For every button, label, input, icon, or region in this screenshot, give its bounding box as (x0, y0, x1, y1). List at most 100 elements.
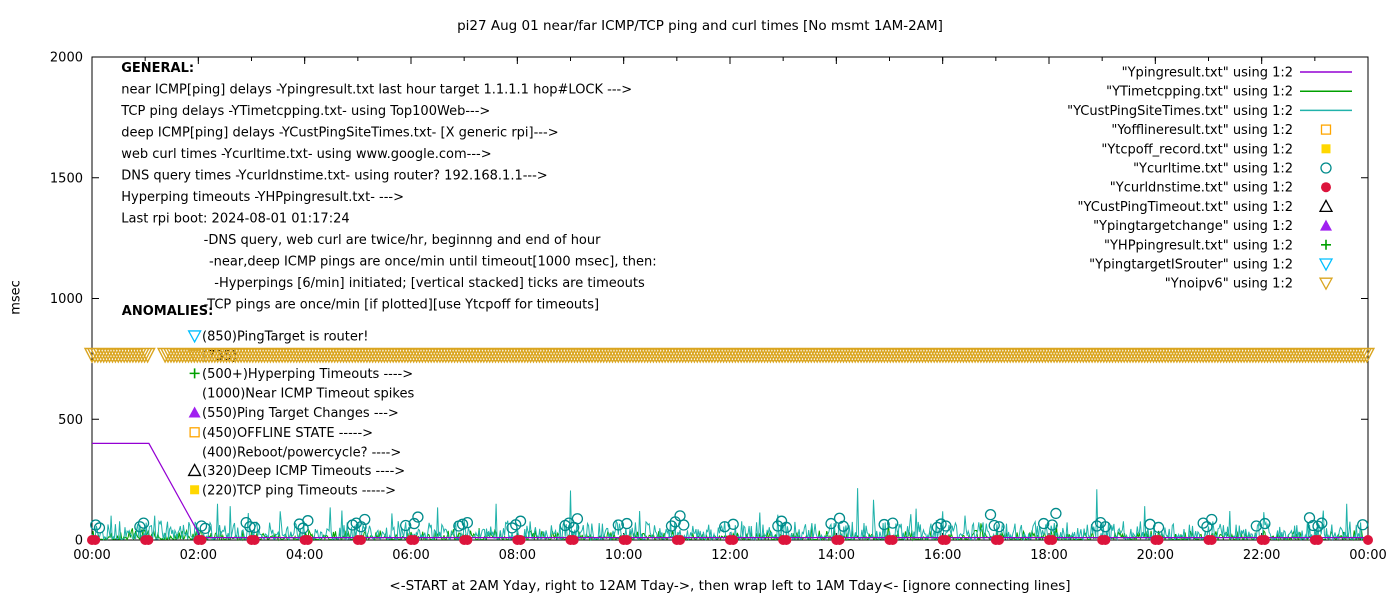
series-curl-circles-el (355, 521, 367, 533)
series-dns-dots-el (1259, 535, 1270, 545)
series-dns-dots-el (1313, 535, 1324, 545)
series-curl-circles-el (240, 516, 252, 529)
general-annotations-el: -Hyperpings [6/min] initiated; [vertical… (214, 276, 645, 291)
series-curl-circles-el (456, 518, 469, 530)
series-curl-circles-el (408, 517, 420, 530)
legend-el: "YTimetcpping.txt" using 1:2 (1106, 85, 1293, 100)
series-curl-circles-el (1250, 520, 1262, 532)
legend-el: "YCustPingSiteTimes.txt" using 1:2 (1067, 104, 1293, 119)
anomaly-annotations: ANOMALIES:(850)PingTarget is router!(735… (122, 304, 415, 498)
general-annotations-el: Last rpi boot: 2024-08-01 01:17:24 (121, 211, 349, 226)
general-annotations-el: TCP ping delays -YTimetcpping.txt- using… (120, 104, 490, 119)
series-dns-dots-el (1153, 535, 1164, 545)
series-curl-circles-el (887, 517, 899, 529)
axes-el: 00:00 (73, 548, 110, 563)
series-curl-circles-el (727, 518, 739, 530)
axes-el: 16:00 (924, 548, 961, 563)
general-annotations-el: near ICMP[ping] delays -Ypingresult.txt … (121, 82, 632, 97)
series-curl-circles-el (1099, 521, 1112, 533)
series-curl-circles-el (612, 519, 624, 531)
anomaly-annotations-el (189, 427, 200, 438)
series-curl-circles-el (940, 520, 952, 532)
series-curl-circles-el (984, 508, 997, 521)
anomaly-annotations-el: (1000)Near ICMP Timeout spikes (202, 387, 414, 402)
axes-el: 08:00 (499, 548, 536, 563)
series-dns-dots-el (1047, 535, 1058, 545)
anomaly-annotations-el (188, 406, 201, 418)
series-dns-dots-el (90, 535, 101, 545)
series-dns-dots-el (1206, 535, 1217, 545)
series-curl-circles-el (199, 522, 211, 535)
series-dns-dots-el (196, 535, 207, 545)
series-curl-circles-el (1038, 517, 1050, 530)
series-dns-dots (87, 535, 1373, 545)
series-curl-circles-el (506, 522, 518, 534)
series-curl-circles-el (935, 518, 947, 530)
series-curl-circles-el (1316, 517, 1328, 529)
series-dns-dots-el (462, 535, 473, 545)
axes-el: 02:00 (180, 548, 217, 563)
legend-el: "Ypingresult.txt" using 1:2 (1122, 66, 1293, 81)
series-curl-circles-el (678, 519, 690, 531)
legend: "Ypingresult.txt" using 1:2 "YTimetcpping… (1067, 66, 1352, 292)
series-dns-dots-el (568, 535, 579, 545)
series-curl-circles-el (571, 513, 584, 525)
legend-el: "Yofflineresult.txt" using 1:2 (1111, 123, 1293, 138)
series-curl-circles-el (878, 518, 890, 531)
legend-el (1318, 258, 1334, 272)
series-curl-circles-el (1206, 513, 1218, 526)
legend-el: "Ynoipv6" using 1:2 (1165, 277, 1293, 292)
series-dns-dots-el (1100, 535, 1111, 545)
general-annotations-el: -near,deep ICMP pings are once/min until… (209, 254, 657, 269)
anomaly-annotations-el (190, 485, 200, 495)
series-curl-circles-el (719, 521, 731, 533)
general-annotations-el: GENERAL: (121, 61, 194, 76)
series-dns-dots-el (940, 535, 951, 545)
series-curl-circles-el (400, 519, 412, 532)
series-dns-dots-el (728, 535, 739, 545)
axes-el: 1500 (50, 171, 83, 186)
series-curl-circles-el (249, 521, 261, 534)
legend-el: "YpingtargetISrouter" using 1:2 (1089, 258, 1293, 273)
legend-el: "Ytcpoff_record.txt" using 1:2 (1101, 142, 1293, 157)
series-dns-dots-el (887, 535, 898, 545)
axes-el: 20:00 (1137, 548, 1174, 563)
legend-el: "Ycurltime.txt" using 1:2 (1133, 162, 1293, 177)
series-curl-circles-el (412, 511, 424, 523)
series-dns-dots-el (1363, 535, 1373, 545)
series-curl-circles-el (988, 519, 1000, 532)
general-annotations-el: web curl times -Ycurltime.txt- using www… (121, 147, 491, 162)
anomaly-annotations-el (187, 463, 202, 477)
series-curl-circles-el (931, 521, 943, 534)
series-dns-dots-el (249, 535, 260, 545)
series-curl-circles-el (780, 521, 793, 534)
anomaly-annotations-el (189, 368, 200, 379)
anomaly-annotations-el: (320)Deep ICMP Timeouts ----> (202, 464, 405, 479)
series-curl-circles-el (665, 520, 678, 532)
axes-el: 500 (58, 413, 83, 428)
noipv6-band (83, 347, 1376, 364)
general-annotations-el: Hyperping timeouts -YHPpingresult.txt- -… (121, 190, 404, 205)
series-curl-circles-el (134, 521, 146, 533)
anomaly-annotations-el: (550)Ping Target Changes ---> (202, 406, 399, 421)
series-curl-circles-el (1312, 520, 1324, 532)
axes-el: 22:00 (1243, 548, 1280, 563)
axes-el: 06:00 (392, 548, 429, 563)
series-curl-circles-el (90, 519, 102, 531)
series-curl-circles-el (621, 517, 633, 530)
series-curl-circles (90, 507, 1369, 535)
axes-el: 1000 (50, 292, 83, 307)
anomaly-annotations-el: (450)OFFLINE STATE -----> (202, 426, 373, 441)
general-annotations-el: -TCP pings are once/min [if plotted][use… (204, 297, 599, 312)
series-curl-circles-el (1307, 519, 1319, 532)
legend-el: "Ycurldnstime.txt" using 1:2 (1110, 181, 1293, 196)
anomaly-annotations-el: (220)TCP ping Timeouts -----> (202, 483, 396, 498)
anomaly-annotations-el (187, 330, 202, 344)
general-annotations-el: deep ICMP[ping] delays -YCustPingSiteTim… (121, 125, 558, 140)
legend-el (1321, 144, 1331, 154)
anomaly-annotations-el: (850)PingTarget is router! (202, 329, 368, 344)
series-curl-circles-el (1091, 520, 1103, 532)
series-curl-circles-el (993, 521, 1005, 533)
